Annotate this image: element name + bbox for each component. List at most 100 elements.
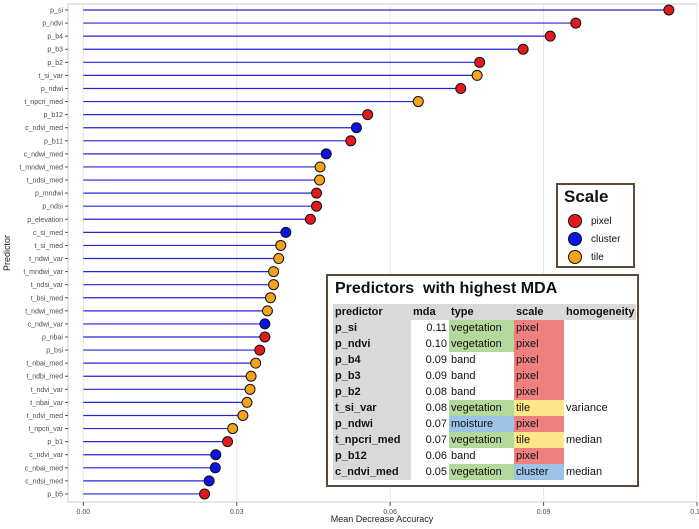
cell-homogeneity [564, 320, 636, 336]
y-tick-label: t_ndvi_var [31, 387, 64, 394]
legend-item-tile: tile [568, 249, 604, 265]
y-tick-label: p_b5 [47, 491, 63, 498]
cell-predictor: t_npcri_med [333, 432, 411, 448]
lollipop-point [663, 4, 675, 16]
lollipop-point [455, 82, 467, 94]
lollipop-point [245, 370, 257, 382]
cell-scale: pixel [514, 448, 564, 464]
table-row: c_ndvi_med 0.05 vegetation cluster median [333, 464, 636, 480]
y-tick-label: p_ndsi [42, 204, 63, 211]
legend-dot-pixel [568, 214, 582, 228]
stem-layer [83, 9, 669, 495]
legend-title: Scale [564, 187, 609, 206]
lollipop-point [244, 383, 256, 395]
top-predictors-table: predictor mda type scale homogeneity p_s… [333, 304, 637, 480]
lollipop-point [203, 475, 215, 487]
lollipop-point [412, 96, 424, 108]
y-tick-label: c_nbai_med [25, 465, 63, 472]
legend-label-pixel: pixel [591, 215, 612, 227]
point-layer [199, 4, 675, 500]
top-predictors-table-panel: Predictors with highest MDA predictor md… [326, 274, 639, 487]
table-row: p_b2 0.08 band pixel [333, 384, 636, 400]
cell-homogeneity [564, 416, 636, 432]
lollipop-point [273, 253, 285, 265]
legend-item-pixel: pixel [568, 213, 612, 229]
y-tick-label: t_ndsi_var [31, 282, 64, 289]
cell-homogeneity: variance [566, 402, 608, 414]
lollipop-point [259, 331, 271, 343]
cell-scale: pixel [514, 336, 564, 352]
lollipop-point [471, 69, 483, 81]
y-tick-label: t_ndwi_var [29, 256, 64, 263]
lollipop-point [237, 409, 249, 421]
lollipop-point [345, 135, 357, 147]
lollipop-point [311, 187, 323, 199]
y-tick-label: t_ndbi_med [26, 374, 63, 381]
cell-mda: 0.07 [425, 434, 447, 446]
lollipop-point [210, 449, 222, 461]
cell-homogeneity [564, 336, 636, 352]
cell-type: band [449, 448, 514, 464]
cell-mda: 0.07 [425, 418, 447, 430]
lollipop-point [314, 161, 326, 173]
cell-predictor: p_b12 [333, 448, 411, 464]
y-tick-label: p_mndwi [35, 191, 63, 198]
lollipop-point [311, 200, 323, 212]
lollipop-point [304, 213, 316, 225]
y-tick-label: t_ndvi_med [27, 413, 63, 420]
cell-type: band [449, 384, 514, 400]
x-axis-title: Mean Decrease Accuracy [331, 514, 434, 524]
x-tick-label: 0.12 [690, 509, 699, 516]
lollipop-point [259, 318, 271, 330]
legend-dot-cluster [568, 232, 582, 246]
table-row: p_ndvi 0.10 vegetation pixel [333, 336, 636, 352]
table-row: p_b12 0.06 band pixel [333, 448, 636, 464]
y-tick-label: c_ndwi_var [28, 321, 64, 328]
y-tick-label: t_ndwi_med [25, 308, 63, 315]
y-tick-label: t_npcri_var [28, 426, 63, 433]
cell-scale: pixel [514, 368, 564, 384]
cell-predictor: t_si_var [333, 400, 411, 416]
table-row: t_si_var 0.08 vegetation tile variance [333, 400, 636, 416]
table-row: p_si 0.11 vegetation pixel [333, 320, 636, 336]
table-header-row: predictor mda type scale homogeneity [333, 304, 637, 320]
x-tick-label: 0.03 [230, 509, 244, 516]
y-tick-label: t_bsi_med [31, 295, 63, 302]
lollipop-point [314, 174, 326, 186]
lollipop-point [261, 305, 273, 317]
lollipop-point [222, 436, 234, 448]
legend-label-tile: tile [591, 251, 604, 263]
y-tick-label: c_ndsi_med [25, 478, 63, 485]
cell-type: vegetation [449, 432, 514, 448]
lollipop-point [517, 43, 529, 55]
lollipop-point [350, 122, 362, 134]
lollipop-point [280, 226, 292, 238]
legend-label-cluster: cluster [591, 233, 621, 245]
y-tick-label: t_npcri_med [24, 99, 63, 106]
x-tick-label: 0.00 [77, 509, 91, 516]
cell-mda: 0.08 [425, 386, 447, 398]
cell-type: band [449, 368, 514, 384]
cell-type: band [449, 352, 514, 368]
lollipop-point [268, 279, 280, 291]
cell-scale: pixel [514, 384, 564, 400]
lollipop-point [250, 357, 262, 369]
cell-type: vegetation [449, 336, 514, 352]
cell-mda: 0.08 [425, 402, 447, 414]
x-tick-labels: 0.00 0.03 0.06 0.09 0.12 [77, 509, 699, 516]
y-tick-label: c_ndvi_med [25, 125, 63, 132]
cell-scale: tile [514, 400, 564, 416]
table-row: p_ndwi 0.07 moisture pixel [333, 416, 636, 432]
cell-scale: cluster [514, 464, 564, 480]
lollipop-point [254, 344, 266, 356]
y-tick-label: p_bsi [46, 348, 63, 355]
inset-title: Predictors with highest MDA [335, 280, 558, 297]
legend-item-cluster: cluster [568, 231, 620, 247]
cell-mda: 0.05 [425, 466, 447, 478]
y-tick-label: p_nbai [42, 335, 63, 342]
y-tick-label: t_ndsi_med [27, 178, 63, 185]
lollipop-point [265, 292, 277, 304]
y-axis-title: Predictor [2, 235, 12, 271]
lollipop-point [474, 56, 486, 68]
y-tick-label: t_nbai_med [26, 361, 63, 368]
